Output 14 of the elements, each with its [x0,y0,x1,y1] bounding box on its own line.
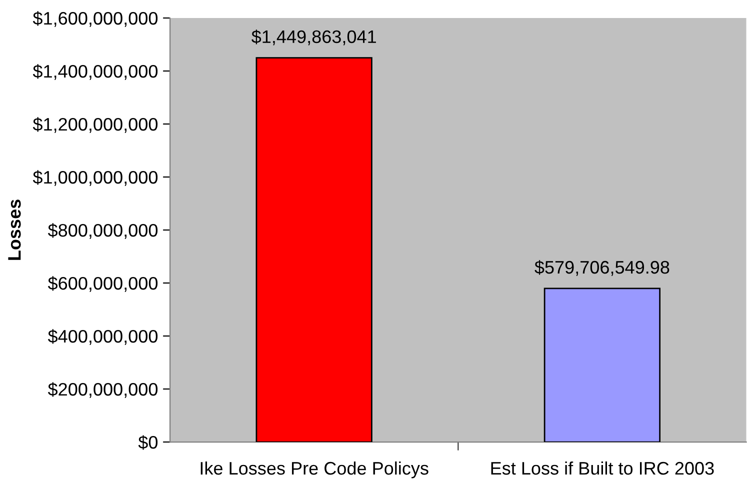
y-tick-label: $600,000,000 [48,276,158,292]
y-tick-label: $1,600,000,000 [32,11,158,27]
y-axis-title: Losses [8,200,21,260]
y-tick-label: $0 [138,435,158,450]
y-tick-label: $1,000,000,000 [32,170,158,186]
data-label: $1,449,863,041 [252,30,376,46]
y-tick-label: $400,000,000 [48,329,158,345]
data-label: $579,706,549.98 [534,260,670,276]
x-tick-label: Est Loss if Built to IRC 2003 [491,461,714,475]
x-tick-label: Ike Losses Pre Code Policys [200,461,428,478]
y-tick-label: $200,000,000 [48,382,158,398]
y-tick-label: $800,000,000 [48,223,158,239]
y-tick-label: $1,200,000,000 [32,117,158,133]
y-tick-label: $1,400,000,000 [32,64,158,80]
